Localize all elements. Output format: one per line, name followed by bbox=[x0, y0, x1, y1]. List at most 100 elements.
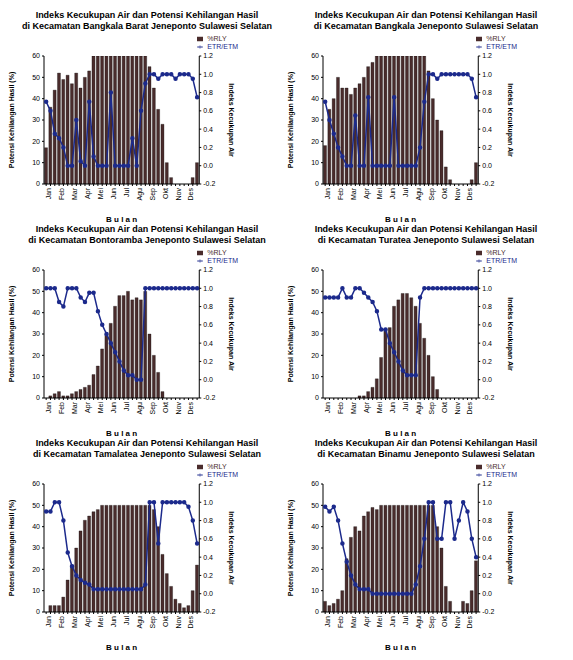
svg-text:Sep: Sep bbox=[428, 188, 436, 201]
svg-text:Apr: Apr bbox=[84, 615, 92, 627]
svg-text:20: 20 bbox=[311, 138, 319, 145]
svg-text:Okt: Okt bbox=[162, 616, 169, 627]
svg-text:Mei: Mei bbox=[376, 616, 383, 628]
svg-text:Jun: Jun bbox=[389, 616, 396, 627]
svg-text:40: 40 bbox=[311, 309, 319, 316]
svg-text:60: 60 bbox=[32, 52, 40, 59]
svg-text:1.2: 1.2 bbox=[203, 266, 213, 273]
svg-text:1.0: 1.0 bbox=[482, 499, 492, 506]
svg-text:Mei: Mei bbox=[376, 402, 383, 414]
svg-text:0.2: 0.2 bbox=[203, 572, 213, 579]
svg-text:10: 10 bbox=[32, 159, 40, 166]
svg-text:Feb: Feb bbox=[58, 616, 65, 628]
svg-text:0: 0 bbox=[315, 394, 319, 401]
svg-text:60: 60 bbox=[311, 480, 319, 487]
svg-text:40: 40 bbox=[311, 95, 319, 102]
svg-text:0: 0 bbox=[36, 394, 40, 401]
svg-text:20: 20 bbox=[311, 566, 319, 573]
svg-text:1.0: 1.0 bbox=[203, 499, 213, 506]
svg-text:Feb: Feb bbox=[337, 402, 344, 414]
svg-text:0.4: 0.4 bbox=[203, 340, 213, 347]
svg-text:0: 0 bbox=[315, 608, 319, 615]
svg-text:60: 60 bbox=[32, 266, 40, 273]
svg-text:Nov: Nov bbox=[454, 188, 461, 201]
svg-text:0.0: 0.0 bbox=[482, 376, 492, 383]
svg-text:50: 50 bbox=[311, 502, 319, 509]
svg-text:Potensi Kehilangan Hasil (%): Potensi Kehilangan Hasil (%) bbox=[8, 286, 16, 382]
svg-text:60: 60 bbox=[32, 480, 40, 487]
svg-text:1.2: 1.2 bbox=[482, 52, 492, 59]
svg-text:Potensi Kehilangan Hasil (%): Potensi Kehilangan Hasil (%) bbox=[287, 72, 295, 168]
svg-text:-0.2: -0.2 bbox=[482, 608, 494, 615]
svg-text:30: 30 bbox=[32, 330, 40, 337]
svg-text:Jul: Jul bbox=[123, 402, 130, 411]
svg-text:Agu: Agu bbox=[415, 188, 423, 201]
svg-text:1.2: 1.2 bbox=[482, 266, 492, 273]
svg-text:0.4: 0.4 bbox=[482, 340, 492, 347]
svg-text:50: 50 bbox=[32, 502, 40, 509]
svg-text:Jun: Jun bbox=[110, 616, 117, 627]
svg-text:0.0: 0.0 bbox=[203, 376, 213, 383]
svg-text:10: 10 bbox=[311, 159, 319, 166]
svg-text:0.6: 0.6 bbox=[203, 535, 213, 542]
svg-text:Apr: Apr bbox=[84, 187, 92, 199]
svg-text:0.8: 0.8 bbox=[482, 89, 492, 96]
svg-text:0.0: 0.0 bbox=[482, 590, 492, 597]
svg-text:B u l a n: B u l a n bbox=[385, 429, 416, 436]
svg-text:Mar: Mar bbox=[350, 401, 357, 414]
svg-text:Okt: Okt bbox=[162, 188, 169, 199]
svg-text:Indeks Kecukupan Air: Indeks Kecukupan Air bbox=[227, 511, 235, 585]
svg-text:Mar: Mar bbox=[71, 401, 78, 414]
svg-text:30: 30 bbox=[32, 544, 40, 551]
svg-text:Potensi Kehilangan Hasil (%): Potensi Kehilangan Hasil (%) bbox=[287, 500, 295, 596]
svg-text:0.8: 0.8 bbox=[203, 89, 213, 96]
svg-text:30: 30 bbox=[311, 544, 319, 551]
svg-text:Agu: Agu bbox=[415, 402, 423, 415]
svg-text:Apr: Apr bbox=[84, 401, 92, 413]
svg-text:Feb: Feb bbox=[58, 402, 65, 414]
svg-text:Mar: Mar bbox=[71, 615, 78, 628]
svg-text:B u l a n: B u l a n bbox=[106, 215, 137, 222]
svg-text:0.6: 0.6 bbox=[482, 321, 492, 328]
svg-text:Okt: Okt bbox=[162, 402, 169, 413]
svg-text:Sep: Sep bbox=[428, 402, 436, 415]
svg-text:Mei: Mei bbox=[376, 188, 383, 200]
svg-text:0.8: 0.8 bbox=[203, 303, 213, 310]
svg-text:1.0: 1.0 bbox=[203, 71, 213, 78]
svg-text:0.0: 0.0 bbox=[482, 162, 492, 169]
svg-text:Jan: Jan bbox=[45, 188, 52, 199]
svg-text:Jul: Jul bbox=[123, 616, 130, 625]
svg-text:-0.2: -0.2 bbox=[482, 394, 494, 401]
svg-text:30: 30 bbox=[311, 330, 319, 337]
svg-text:0.4: 0.4 bbox=[482, 554, 492, 561]
svg-text:Potensi Kehilangan Hasil (%): Potensi Kehilangan Hasil (%) bbox=[8, 72, 16, 168]
svg-text:20: 20 bbox=[311, 352, 319, 359]
svg-text:Apr: Apr bbox=[363, 401, 371, 413]
svg-text:B u l a n: B u l a n bbox=[385, 215, 416, 222]
svg-text:50: 50 bbox=[32, 288, 40, 295]
svg-text:Jul: Jul bbox=[402, 188, 409, 197]
svg-text:Jun: Jun bbox=[389, 188, 396, 199]
svg-text:-0.2: -0.2 bbox=[203, 394, 215, 401]
svg-text:B u l a n: B u l a n bbox=[106, 429, 137, 436]
svg-text:Indeks Kecukupan Air: Indeks Kecukupan Air bbox=[227, 297, 235, 371]
svg-text:B u l a n: B u l a n bbox=[385, 643, 416, 650]
svg-text:Feb: Feb bbox=[58, 188, 65, 200]
svg-text:-0.2: -0.2 bbox=[203, 180, 215, 187]
svg-text:0.6: 0.6 bbox=[203, 107, 213, 114]
svg-text:Nov: Nov bbox=[454, 616, 461, 629]
svg-text:Indeks Kecukupan Air: Indeks Kecukupan Air bbox=[506, 511, 514, 585]
svg-text:50: 50 bbox=[311, 288, 319, 295]
svg-text:40: 40 bbox=[32, 95, 40, 102]
svg-text:Jun: Jun bbox=[110, 402, 117, 413]
svg-text:Jun: Jun bbox=[389, 402, 396, 413]
svg-text:1.2: 1.2 bbox=[203, 52, 213, 59]
svg-text:1.0: 1.0 bbox=[482, 71, 492, 78]
svg-text:10: 10 bbox=[311, 373, 319, 380]
svg-text:Jan: Jan bbox=[45, 402, 52, 413]
svg-text:0.2: 0.2 bbox=[482, 358, 492, 365]
svg-text:10: 10 bbox=[32, 373, 40, 380]
svg-text:Mei: Mei bbox=[97, 616, 104, 628]
svg-text:Jul: Jul bbox=[402, 402, 409, 411]
svg-text:Indeks Kecukupan Air: Indeks Kecukupan Air bbox=[227, 83, 235, 157]
